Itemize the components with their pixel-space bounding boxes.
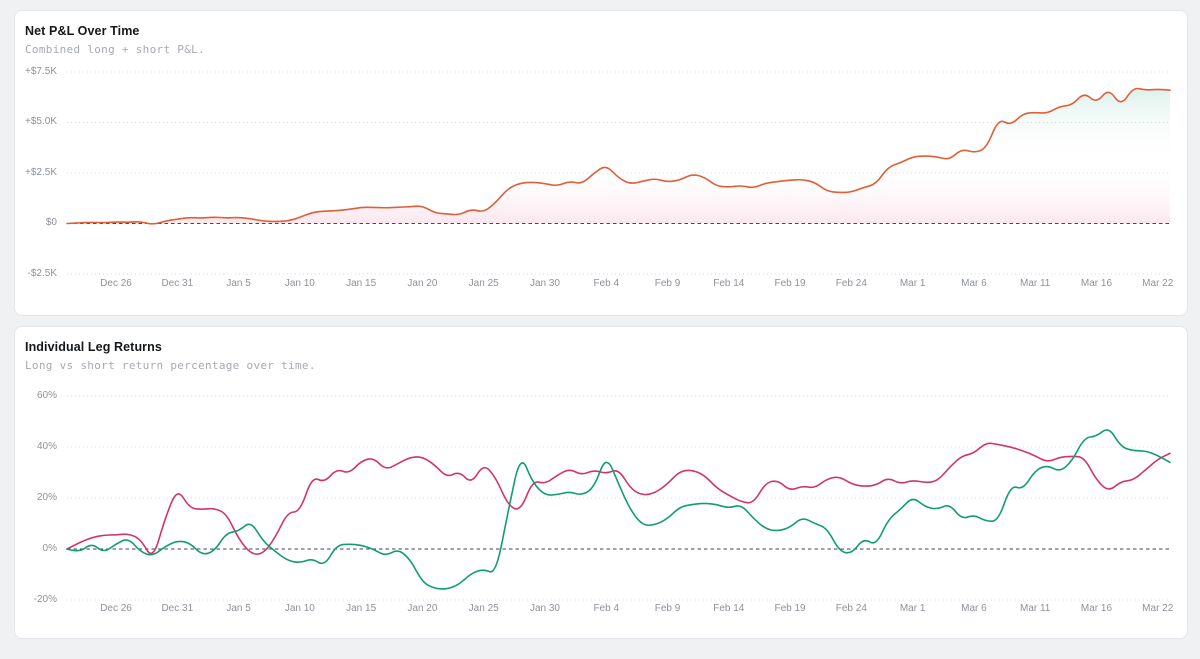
x-tick-label: Dec 31 — [161, 603, 194, 614]
x-tick-label: Mar 22 — [1142, 278, 1174, 289]
y-tick-label: -20% — [33, 593, 57, 605]
x-tick-label: Jan 10 — [284, 278, 315, 289]
net-pnl-subtitle: Combined long + short P&L. — [25, 43, 205, 56]
x-tick-label: Mar 6 — [961, 603, 987, 614]
x-tick-label: Jan 15 — [346, 603, 377, 614]
x-tick-label: Jan 20 — [407, 603, 438, 614]
x-tick-label: Jan 20 — [407, 278, 438, 289]
long-line — [66, 442, 1171, 555]
x-tick-label: Mar 6 — [961, 278, 987, 289]
x-tick-label: Feb 14 — [713, 603, 745, 614]
x-tick-label: Feb 24 — [835, 278, 867, 289]
y-tick-label: -$2.5K — [27, 267, 57, 279]
y-tick-label: 60% — [36, 389, 57, 401]
x-tick-label: Mar 16 — [1080, 603, 1113, 614]
y-tick-label: +$5.0K — [25, 116, 57, 127]
x-tick-label: Jan 30 — [529, 278, 560, 289]
net-p-l-line — [66, 87, 1171, 225]
x-tick-label: Jan 5 — [226, 278, 251, 289]
x-tick-label: Jan 10 — [284, 603, 315, 614]
x-tick-label: Dec 26 — [100, 278, 132, 289]
x-tick-label: Dec 31 — [161, 278, 194, 289]
y-tick-label: +$2.5K — [25, 166, 57, 178]
x-tick-label: Feb 9 — [654, 278, 681, 289]
y-tick-label: 0% — [42, 542, 57, 554]
leg-returns-chart[interactable]: 60% 40% 20% 0% -20% Dec 26 Dec 31 Jan 5 Jan 10 Ja… — [15, 327, 1187, 638]
x-tick-label: Mar 11 — [1019, 603, 1051, 614]
individual-leg-returns-svg — [66, 395, 1171, 601]
x-tick-label: Feb 19 — [774, 278, 806, 289]
x-tick-label: Feb 19 — [774, 603, 806, 614]
x-tick-label: Feb 24 — [835, 603, 867, 614]
net-pnl-title: Net P&L Over Time — [25, 24, 140, 38]
x-tick-label: Feb 4 — [593, 603, 620, 614]
net-pnl-chart[interactable]: +$7.5K +$5.0K +$2.5K $0 -$2.5K Dec 26 Dec 31 Ja… — [15, 11, 1187, 315]
x-tick-label: Dec 26 — [100, 603, 132, 614]
x-tick-label: Jan 5 — [226, 603, 251, 614]
short-line — [66, 429, 1171, 590]
x-tick-label: Feb 14 — [713, 278, 745, 289]
y-tick-label: 40% — [36, 440, 57, 452]
y-tick-label: 20% — [36, 491, 57, 503]
net-p-l-over-time-svg — [66, 71, 1171, 275]
leg-returns-card: Individual Leg Returns Long vs short ret… — [14, 326, 1188, 639]
leg-returns-subtitle: Long vs short return percentage over tim… — [25, 359, 316, 372]
x-tick-label: Feb 9 — [654, 603, 681, 614]
y-tick-label: $0 — [45, 217, 57, 228]
y-tick-label: +$7.5K — [25, 65, 57, 77]
x-tick-label: Jan 30 — [529, 603, 560, 614]
x-tick-label: Mar 1 — [899, 278, 926, 289]
x-tick-label: Mar 22 — [1142, 603, 1174, 614]
net-pnl-card: Net P&L Over Time Combined long + short … — [14, 10, 1188, 316]
x-tick-label: Feb 4 — [593, 278, 620, 289]
x-tick-label: Mar 1 — [899, 603, 926, 614]
leg-returns-title: Individual Leg Returns — [25, 340, 162, 354]
x-tick-label: Mar 16 — [1080, 278, 1113, 289]
x-tick-label: Jan 15 — [346, 278, 377, 289]
net-p-l-area — [67, 88, 1170, 224]
x-tick-label: Jan 25 — [468, 278, 499, 289]
x-tick-label: Mar 11 — [1019, 278, 1051, 289]
x-tick-label: Jan 25 — [468, 603, 499, 614]
